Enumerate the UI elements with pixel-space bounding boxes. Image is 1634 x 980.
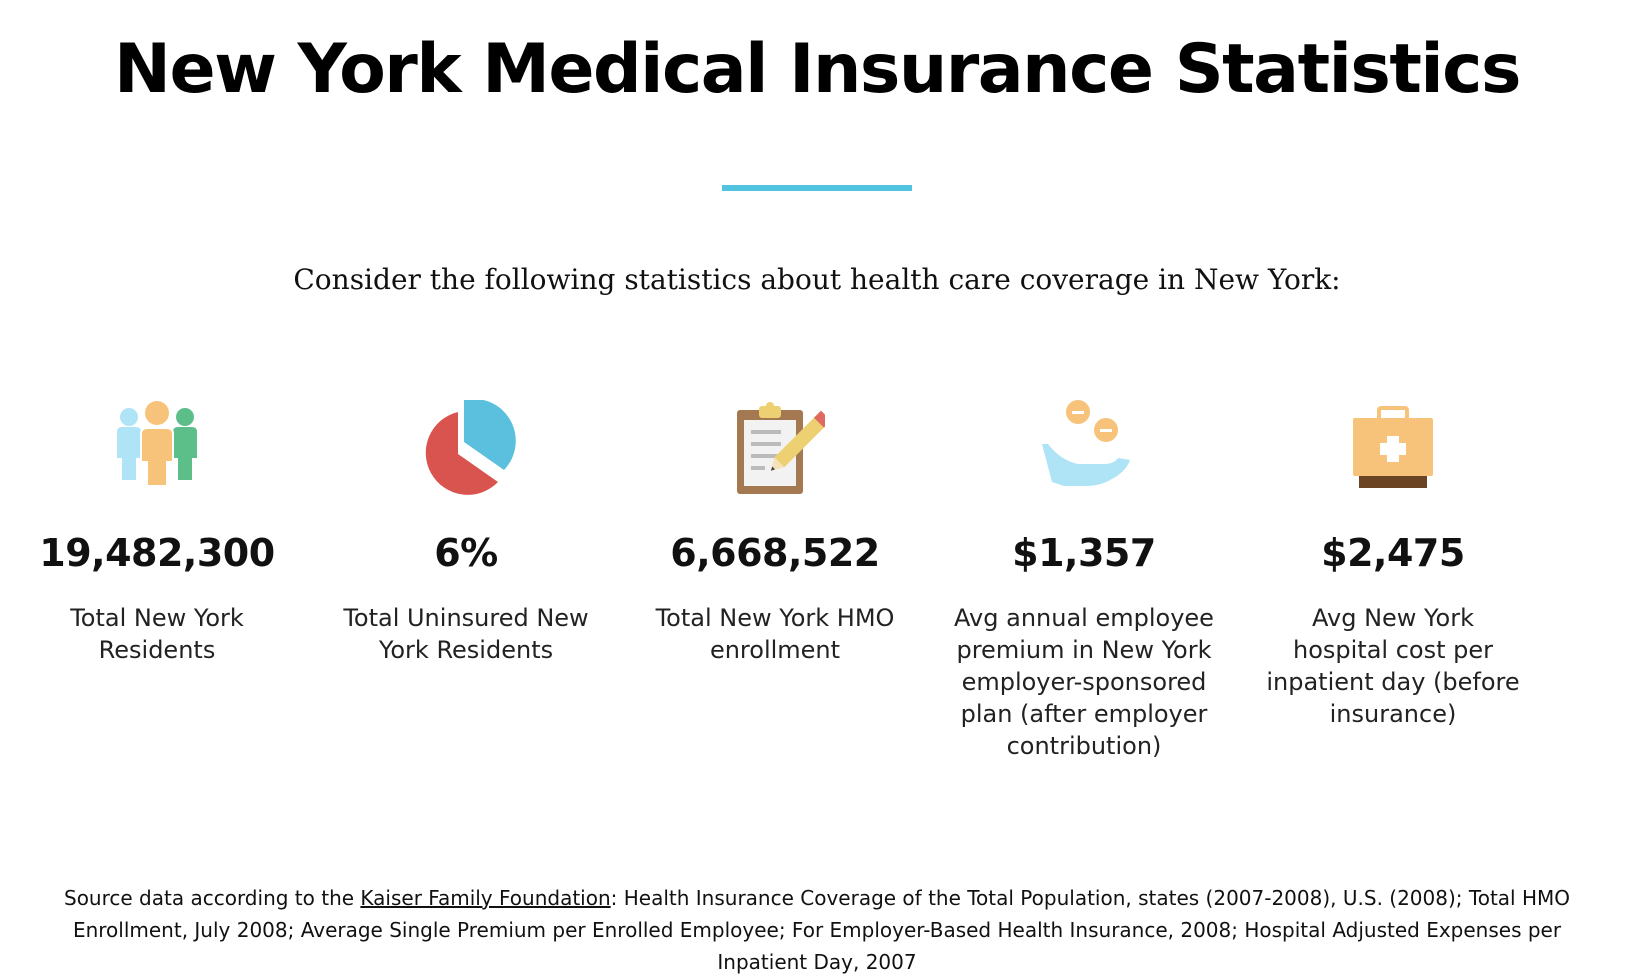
- source-suffix: : Health Insurance Coverage of the Total…: [72, 886, 1570, 974]
- stat-employee-premium: $1,357 Avg annual employee premium in Ne…: [954, 400, 1214, 762]
- stat-label: Total New York Residents: [70, 604, 244, 664]
- stat-label: Avg New York hospital cost per inpatient…: [1266, 604, 1520, 728]
- pie-chart-icon: [425, 400, 516, 495]
- medical-kit-icon: [1353, 406, 1433, 488]
- stat-value: $1,357: [1012, 531, 1156, 575]
- stat-label: Total New York HMO enrollment: [655, 604, 895, 664]
- title-divider: [722, 185, 912, 191]
- stat-hmo-enrollment: 6,668,522 Total New York HMO enrollment: [645, 400, 905, 666]
- stat-total-residents: 19,482,300 Total New York Residents: [27, 400, 287, 666]
- stat-value: 6,668,522: [670, 531, 880, 575]
- kaiser-family-foundation-link[interactable]: Kaiser Family Foundation: [360, 886, 611, 910]
- stats-row: 19,482,300 Total New York Residents 6% T…: [0, 400, 1634, 820]
- intro-text: Consider the following statistics about …: [293, 263, 1341, 296]
- stat-label: Avg annual employee premium in New York …: [954, 604, 1214, 760]
- stat-value: 19,482,300: [39, 531, 275, 575]
- stat-value: $2,475: [1321, 531, 1465, 575]
- stat-value: 6%: [434, 531, 498, 575]
- people-group-icon: [117, 401, 197, 487]
- source-note: Source data according to the Kaiser Fami…: [60, 882, 1574, 978]
- clipboard-pencil-icon: [737, 402, 825, 494]
- stat-uninsured: 6% Total Uninsured New York Residents: [336, 400, 596, 666]
- page-title: New York Medical Insurance Statistics: [114, 30, 1521, 109]
- stat-hospital-cost: $2,475 Avg New York hospital cost per in…: [1263, 400, 1523, 730]
- hand-coins-icon: [1042, 400, 1130, 486]
- stat-label: Total Uninsured New York Residents: [343, 604, 589, 664]
- source-prefix: Source data according to the: [64, 886, 361, 910]
